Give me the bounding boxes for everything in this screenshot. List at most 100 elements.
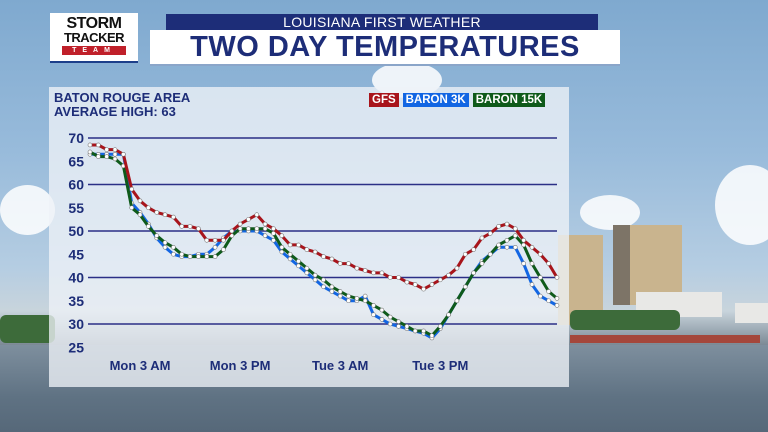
data-point-marker [479,235,485,241]
data-point-marker [129,205,134,211]
data-point-marker [279,244,285,250]
data-point-marker [538,275,543,280]
data-point-marker [362,293,368,299]
data-point-marker [513,233,518,238]
data-point-marker [254,226,260,231]
data-point-marker [404,324,410,329]
data-point-marker [513,226,518,231]
data-point-marker [137,198,143,204]
data-point-marker [371,303,376,308]
trees [570,310,680,330]
data-point-marker [246,226,251,231]
data-point-marker [437,324,443,329]
station-subtitle: LOUISIANA FIRST WEATHER [166,14,598,30]
x-tick-label: Tue 3 PM [412,358,469,373]
series-line-baron-3k [90,152,558,340]
data-point-marker [362,268,368,273]
data-point-marker [104,154,109,159]
average-high-label: AVERAGE HIGH: 63 [54,104,176,119]
x-tick-label: Tue 3 AM [312,358,369,373]
data-point-marker [471,270,476,276]
data-point-marker [112,147,118,152]
data-point-marker [538,293,543,299]
building [630,225,682,305]
data-point-marker [112,151,118,157]
data-point-marker [212,244,218,250]
data-point-marker [471,247,476,252]
data-point-marker [346,261,351,266]
data-point-marker [204,238,210,243]
data-point-marker [546,289,551,294]
data-point-marker [304,247,310,252]
data-point-marker [513,244,518,250]
data-point-marker [96,154,101,159]
data-point-marker [396,319,401,324]
data-point-marker [112,156,118,162]
data-point-marker [521,261,526,266]
y-tick-label: 45 [68,246,84,262]
data-point-marker [179,224,185,229]
data-point-marker [229,228,235,234]
y-tick-label: 40 [68,270,84,286]
data-point-marker [237,226,243,231]
data-point-marker [296,242,301,248]
data-point-marker [504,244,510,250]
data-point-marker [387,314,393,320]
y-tick-label: 35 [68,293,84,309]
y-tick-label: 55 [68,200,84,216]
data-point-marker [429,282,435,287]
data-point-marker [429,333,435,338]
data-point-marker [187,254,193,259]
data-point-marker [412,328,418,334]
data-point-marker [296,263,301,269]
data-point-marker [329,256,335,262]
data-point-marker [146,224,151,229]
data-point-marker [196,226,201,231]
data-point-marker [462,251,468,257]
storm-tracker-team-logo: STORM TRACKER TEAM [50,13,138,63]
legend-baron-15k: BARON 15K [472,93,546,107]
data-point-marker [171,251,176,257]
trees [0,315,55,343]
data-point-marker [221,238,226,243]
data-point-marker [171,214,176,220]
data-point-marker [521,242,526,248]
legend-baron-3k: BARON 3K [402,93,469,107]
data-point-marker [287,256,293,262]
data-point-marker [546,261,551,266]
building [613,225,633,305]
data-point-marker [421,286,426,292]
data-point-marker [396,324,401,329]
data-point-marker [262,233,268,238]
data-point-marker [329,289,335,294]
data-point-marker [312,277,318,283]
data-point-marker [296,258,301,264]
data-point-marker [337,261,343,266]
barge [570,335,760,343]
chart-legend: GFS BARON 3K BARON 15K [369,93,546,107]
data-point-marker [337,289,343,294]
data-point-marker [437,277,443,283]
data-point-marker [279,249,285,255]
data-point-marker [204,254,210,259]
data-point-marker [412,282,418,287]
chart-header: BATON ROUGE AREA AVERAGE HIGH: 63 [54,91,190,119]
data-point-marker [121,151,126,157]
data-point-marker [304,265,310,271]
data-point-marker [196,254,201,259]
data-point-marker [87,149,93,155]
data-point-marker [479,261,485,266]
data-point-marker [87,142,93,148]
logo-line3: TEAM [62,46,126,55]
cloud [715,165,768,245]
data-point-marker [346,293,351,299]
data-point-marker [129,186,134,192]
data-point-marker [554,303,560,308]
data-point-marker [312,272,318,278]
data-point-marker [329,284,335,290]
page-title: TWO DAY TEMPERATURES [150,30,620,66]
logo-line2: TRACKER [63,30,125,45]
data-point-marker [529,261,535,266]
data-point-marker [162,244,168,250]
data-point-marker [521,238,526,243]
